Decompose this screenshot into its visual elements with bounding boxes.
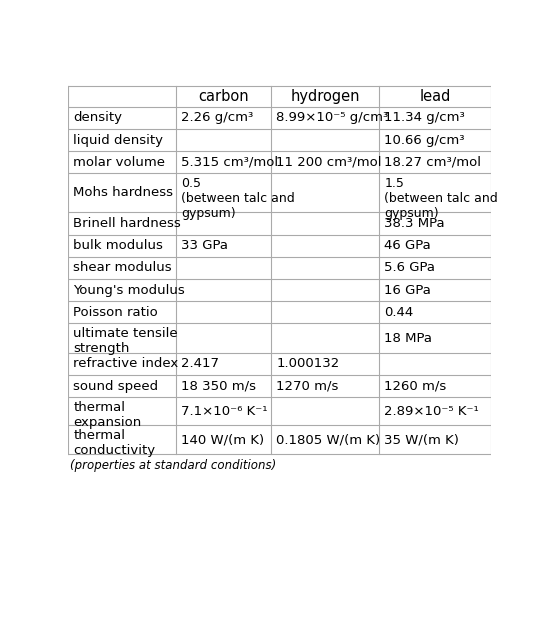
Text: 18 MPa: 18 MPa [384, 331, 432, 344]
Text: 16 GPa: 16 GPa [384, 284, 431, 297]
Text: 18.27 cm³/mol: 18.27 cm³/mol [384, 155, 482, 168]
Text: 8.99×10⁻⁵ g/cm³: 8.99×10⁻⁵ g/cm³ [276, 111, 389, 125]
Text: 1270 m/s: 1270 m/s [276, 379, 339, 392]
Text: molar volume: molar volume [73, 155, 165, 168]
Text: 0.44: 0.44 [384, 305, 413, 319]
Text: 10.66 g/cm³: 10.66 g/cm³ [384, 133, 465, 147]
Text: shear modulus: shear modulus [73, 262, 172, 275]
Text: 1260 m/s: 1260 m/s [384, 379, 447, 392]
Text: thermal
expansion: thermal expansion [73, 401, 141, 429]
Text: refractive index: refractive index [73, 357, 179, 370]
Text: 5.6 GPa: 5.6 GPa [384, 262, 435, 275]
Text: Mohs hardness: Mohs hardness [73, 186, 173, 199]
Text: lead: lead [420, 89, 451, 104]
Text: bulk modulus: bulk modulus [73, 239, 163, 252]
Text: ultimate tensile
strength: ultimate tensile strength [73, 327, 178, 355]
Text: hydrogen: hydrogen [290, 89, 360, 104]
Text: 33 GPa: 33 GPa [181, 239, 228, 252]
Text: 11.34 g/cm³: 11.34 g/cm³ [384, 111, 465, 125]
Text: 2.417: 2.417 [181, 357, 219, 370]
Text: 46 GPa: 46 GPa [384, 239, 431, 252]
Text: 140 W/(m K): 140 W/(m K) [181, 433, 264, 446]
Text: (properties at standard conditions): (properties at standard conditions) [70, 460, 277, 473]
Text: 1.5
(between talc and
gypsum): 1.5 (between talc and gypsum) [384, 177, 498, 220]
Text: Poisson ratio: Poisson ratio [73, 305, 158, 319]
Text: 35 W/(m K): 35 W/(m K) [384, 433, 459, 446]
Text: 2.89×10⁻⁵ K⁻¹: 2.89×10⁻⁵ K⁻¹ [384, 405, 479, 418]
Text: 1.000132: 1.000132 [276, 357, 340, 370]
Text: 11 200 cm³/mol: 11 200 cm³/mol [276, 155, 382, 168]
Text: 0.1805 W/(m K): 0.1805 W/(m K) [276, 433, 381, 446]
Text: Brinell hardness: Brinell hardness [73, 217, 181, 230]
Text: carbon: carbon [198, 89, 249, 104]
Text: 0.5
(between talc and
gypsum): 0.5 (between talc and gypsum) [181, 177, 295, 220]
Text: thermal
conductivity: thermal conductivity [73, 429, 156, 457]
Text: liquid density: liquid density [73, 133, 163, 147]
Text: 18 350 m/s: 18 350 m/s [181, 379, 256, 392]
Text: 7.1×10⁻⁶ K⁻¹: 7.1×10⁻⁶ K⁻¹ [181, 405, 268, 418]
Text: 5.315 cm³/mol: 5.315 cm³/mol [181, 155, 278, 168]
Text: 2.26 g/cm³: 2.26 g/cm³ [181, 111, 253, 125]
Text: 38.3 MPa: 38.3 MPa [384, 217, 445, 230]
Text: Young's modulus: Young's modulus [73, 284, 185, 297]
Text: sound speed: sound speed [73, 379, 158, 392]
Text: density: density [73, 111, 122, 125]
